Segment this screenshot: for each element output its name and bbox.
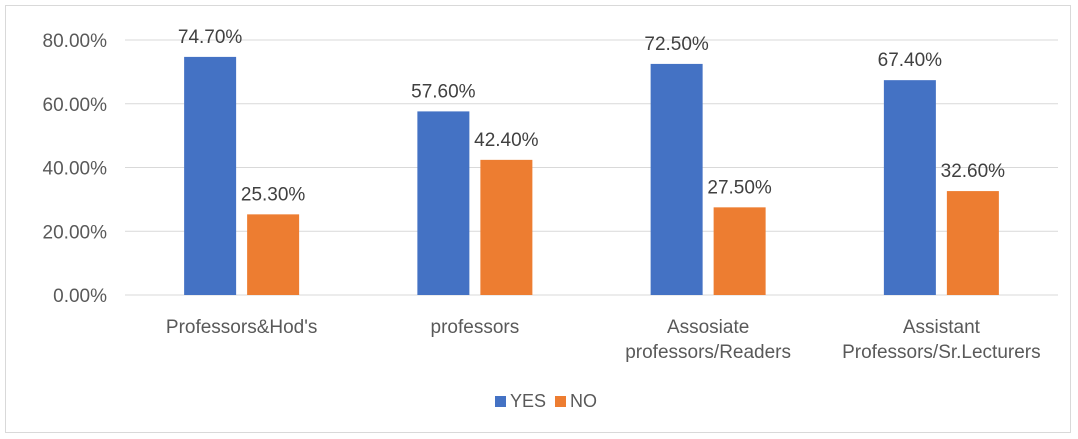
bar-no — [946, 191, 999, 295]
data-label: 67.40% — [878, 50, 943, 71]
x-category-label: Professors&Hod's — [166, 317, 317, 338]
bar-no — [713, 207, 766, 295]
x-category-label: professors/Readers — [625, 342, 791, 363]
bar-no — [480, 159, 533, 295]
y-tick-label: 40.00% — [43, 159, 108, 180]
bar-yes — [650, 63, 703, 295]
data-label: 72.50% — [644, 34, 709, 55]
data-label: 74.70% — [178, 27, 243, 48]
bar-no — [247, 214, 300, 295]
y-tick-label: 80.00% — [43, 31, 108, 52]
data-label: 57.60% — [411, 81, 476, 102]
y-tick-label: 20.00% — [43, 222, 108, 243]
x-category-label: Assistant — [903, 317, 981, 338]
bar-yes — [184, 56, 237, 295]
bar-yes — [417, 111, 470, 296]
data-label: 42.40% — [474, 130, 539, 151]
legend-swatch-no — [555, 396, 566, 407]
x-category-label: professors — [431, 317, 520, 338]
y-tick-label: 60.00% — [43, 95, 108, 116]
bar-yes — [883, 80, 936, 295]
data-label: 25.30% — [241, 184, 306, 205]
legend-label: YES — [510, 391, 546, 411]
data-label: 32.60% — [941, 161, 1006, 182]
y-tick-label: 0.00% — [53, 286, 107, 307]
legend-label: NO — [570, 391, 597, 411]
x-category-label: Professors/Sr.Lecturers — [842, 342, 1041, 363]
data-label: 27.50% — [707, 177, 772, 198]
x-category-label: Assosiate — [667, 317, 749, 338]
legend-swatch-yes — [495, 396, 506, 407]
